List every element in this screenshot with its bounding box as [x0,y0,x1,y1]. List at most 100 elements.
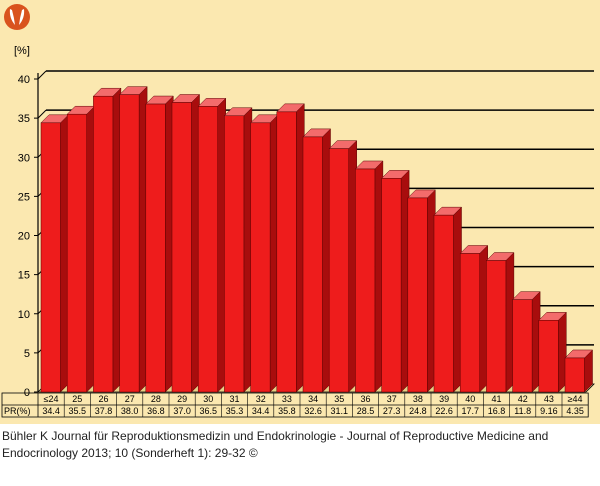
bar-front-4 [145,103,166,393]
y-tick-label-7: 35 [18,113,30,125]
value-label-18: 11.8 [514,406,531,416]
bar-front-17 [486,260,507,393]
category-label-12: 36 [360,394,370,404]
bar-37 [380,169,410,393]
bar-35 [328,140,358,393]
value-label-0: 34.4 [42,406,60,416]
y-tick-label-1: 5 [24,348,30,360]
value-label-10: 32.6 [304,406,322,416]
bar-33 [276,103,305,393]
value-label-12: 28.5 [357,406,375,416]
value-label-7: 35.3 [226,406,244,416]
category-label-5: 29 [177,394,187,404]
chart-panel: [%] 0 5 10 15 20 25 30 35 40 PR(%) ≤24 34.4 25 35.5 2… [0,0,600,424]
bar-26 [92,87,122,393]
row-label: PR(%) [4,406,31,416]
y-axis-label: [%] [14,45,30,57]
bar-front-11 [328,148,349,393]
bar-front-2 [93,95,114,393]
category-label-9: 33 [282,394,292,404]
value-label-15: 22.6 [435,406,453,416]
value-label-1: 35.5 [69,406,87,416]
value-label-19: 9.16 [540,406,558,416]
category-label-8: 32 [256,394,266,404]
value-label-4: 36.8 [147,406,165,416]
bar-≥44 [564,349,594,393]
category-label-14: 38 [413,394,423,404]
value-label-13: 27.3 [383,406,401,416]
value-label-9: 35.8 [278,406,296,416]
value-label-20: 4.35 [566,406,584,416]
bar-front-12 [355,168,376,393]
category-label-3: 27 [125,394,135,404]
bar-27 [118,86,148,393]
gridline-diagonal-8 [37,70,47,80]
bar-42 [511,291,541,393]
bar-front-8 [250,122,271,393]
category-label-1: 25 [72,394,82,404]
value-label-5: 37.0 [173,406,191,416]
bar-front-13 [381,178,402,393]
bar-34 [302,128,332,393]
bar-25 [66,105,96,393]
bar-front-1 [66,113,87,393]
category-label-19: 43 [544,394,554,404]
bar-front-14 [407,197,428,393]
y-tick-label-3: 15 [18,270,30,282]
journal-logo-icon [4,4,30,30]
bar-front-18 [512,299,533,393]
category-label-2: 26 [98,394,108,404]
y-tick-label-6: 30 [18,152,30,164]
category-label-10: 34 [308,394,318,404]
bar-front-16 [459,253,480,393]
y-tick-label-8: 40 [18,74,30,86]
bar-front-7 [224,115,245,393]
bar-front-9 [276,111,297,393]
bar-28 [145,95,174,393]
category-label-11: 35 [334,394,344,404]
bar-43 [538,311,567,393]
bar-32 [249,114,279,393]
bar-31 [223,107,253,393]
bar-40 [459,244,489,393]
value-label-6: 36.5 [200,406,218,416]
bar-36 [354,160,384,393]
bar-front-5 [171,102,192,393]
bar-front-19 [538,320,559,393]
category-label-20: ≥44 [568,394,583,404]
bar-front-6 [197,106,218,393]
category-label-6: 30 [203,394,213,404]
bar-front-20 [564,357,585,393]
bar-39 [433,206,463,393]
category-label-4: 28 [151,394,161,404]
gridline-diagonal-7 [37,109,47,119]
bar-front-10 [302,136,323,393]
y-tick-label-2: 10 [18,309,30,321]
category-label-0: ≤24 [44,394,59,404]
y-tick-label-4: 20 [18,231,30,243]
category-label-17: 41 [491,394,501,404]
category-label-13: 37 [387,394,397,404]
category-label-16: 40 [465,394,475,404]
category-label-7: 31 [229,394,239,404]
bar-≤24 [40,114,70,393]
value-label-2: 37.8 [95,406,113,416]
value-label-8: 34.4 [252,406,270,416]
category-label-15: 39 [439,394,449,404]
value-label-17: 16.8 [488,406,506,416]
citation-text: Bühler K Journal für Reproduktionsmedizi… [2,429,549,460]
category-label-18: 42 [518,394,528,404]
bar-front-3 [119,94,140,393]
value-label-16: 17.7 [462,406,480,416]
value-label-14: 24.8 [409,406,427,416]
bar-front-15 [433,214,454,393]
bar-front-0 [40,122,61,393]
bar-38 [407,189,436,393]
bar-30 [197,97,227,393]
y-tick-label-5: 25 [18,191,30,203]
bar-29 [171,93,201,393]
value-label-11: 31.1 [331,406,349,416]
bar-41 [485,251,515,393]
value-label-3: 38.0 [121,406,139,416]
